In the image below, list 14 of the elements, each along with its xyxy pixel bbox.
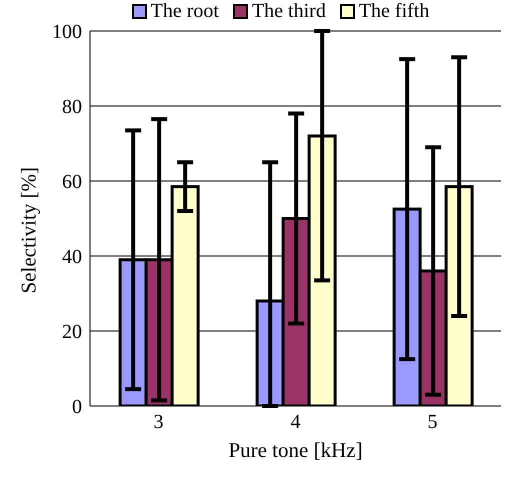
y-tick-label: 100 xyxy=(52,21,82,44)
y-tick-label: 60 xyxy=(62,171,82,194)
y-tick-label: 80 xyxy=(62,96,82,118)
legend-label: The third xyxy=(252,0,326,23)
legend-label: The root xyxy=(150,0,219,23)
y-tick-label: 40 xyxy=(62,246,82,268)
y-tick-label: 20 xyxy=(62,321,82,344)
legend-label: The fifth xyxy=(358,0,430,23)
x-tick-label: 3 xyxy=(154,411,164,434)
x-tick-label: 4 xyxy=(290,411,300,434)
x-axis-title: Pure tone [kHz] xyxy=(228,438,363,462)
x-tick-label: 5 xyxy=(428,411,438,434)
y-tick-label: 0 xyxy=(72,396,82,418)
y-axis-title: Selectivity [%] xyxy=(16,166,40,294)
